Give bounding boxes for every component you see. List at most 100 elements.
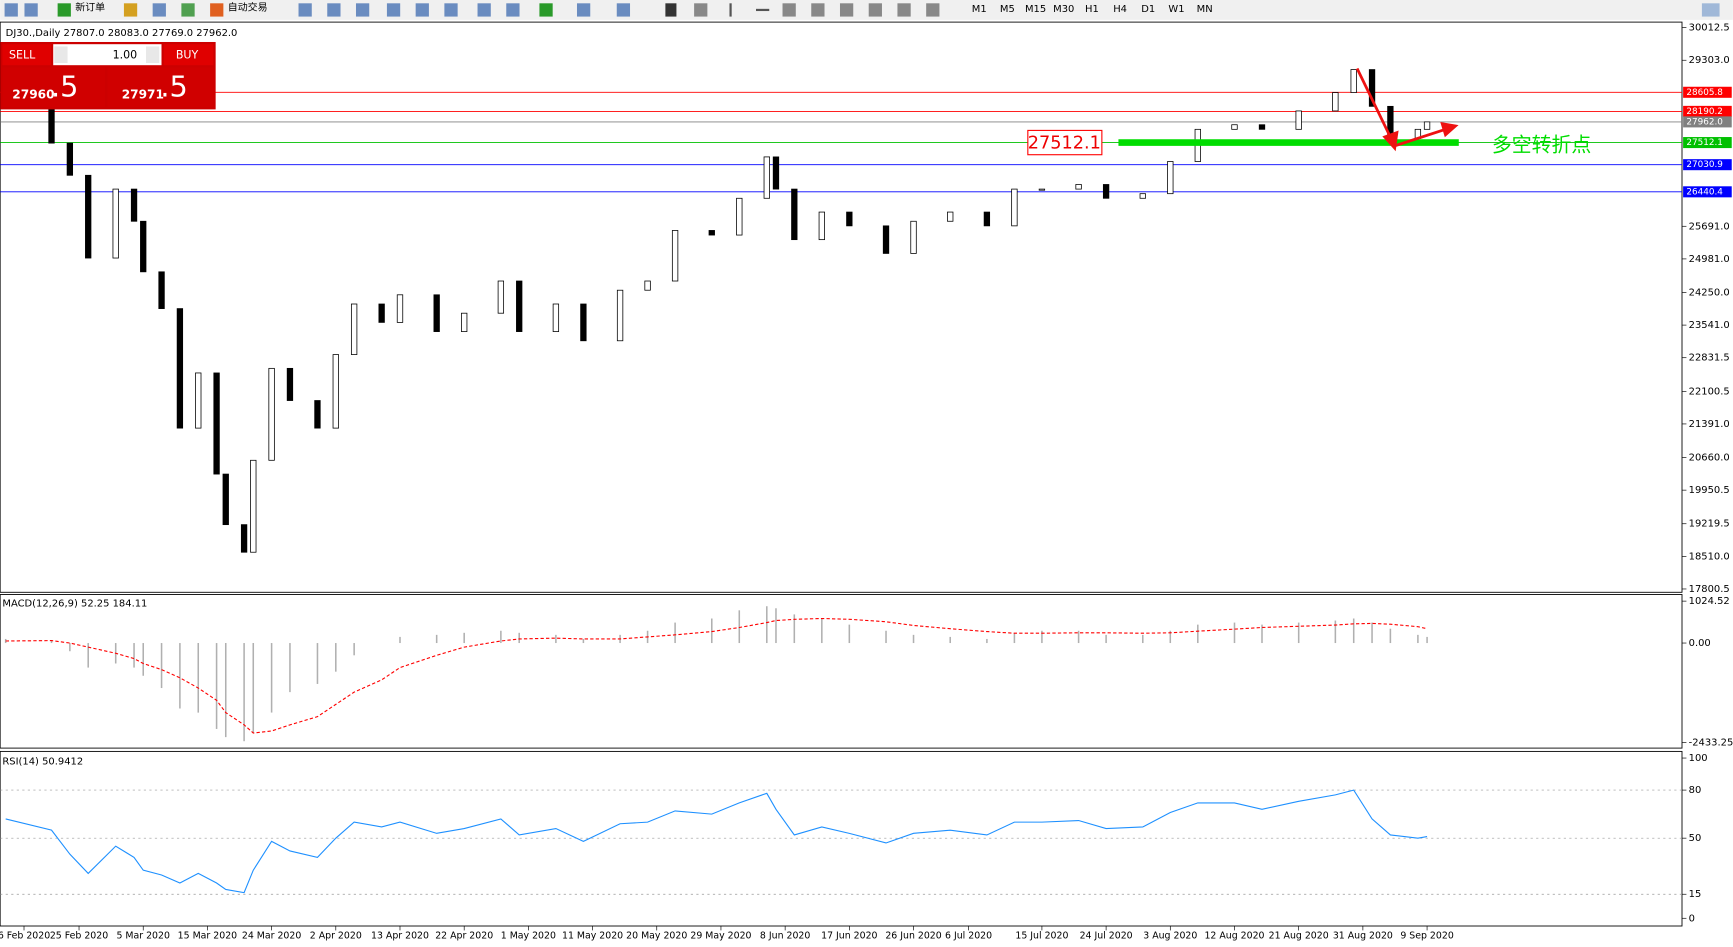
icon[interactable] bbox=[576, 3, 591, 17]
candle bbox=[497, 280, 505, 314]
y-tick-label: 22100.5 bbox=[1689, 386, 1730, 397]
candle bbox=[1368, 69, 1376, 107]
candle bbox=[882, 225, 890, 254]
timeframe-button[interactable]: M15 bbox=[1025, 4, 1046, 15]
x-tick-label: 17 Jun 2020 bbox=[821, 930, 877, 941]
toolbar-button[interactable]: 新订单 bbox=[75, 1, 105, 14]
candle bbox=[947, 211, 954, 222]
candle bbox=[1350, 69, 1357, 93]
candle bbox=[195, 372, 202, 429]
candle bbox=[250, 459, 257, 553]
icon[interactable] bbox=[506, 3, 520, 17]
icon[interactable] bbox=[4, 3, 18, 17]
icon[interactable] bbox=[24, 3, 38, 17]
candle bbox=[1102, 184, 1110, 199]
candle bbox=[1258, 124, 1266, 130]
candle bbox=[983, 211, 991, 227]
icon[interactable] bbox=[327, 3, 341, 17]
timeframe-button[interactable]: W1 bbox=[1168, 4, 1184, 15]
toolbar-icons bbox=[4, 3, 1720, 17]
icon[interactable] bbox=[811, 3, 825, 17]
level-label-box bbox=[1027, 129, 1103, 156]
timeframe-button[interactable]: H1 bbox=[1085, 4, 1099, 15]
icon[interactable] bbox=[729, 3, 732, 17]
volume-up[interactable] bbox=[146, 46, 160, 63]
arrow-down bbox=[1355, 67, 1394, 143]
icon[interactable] bbox=[444, 3, 458, 17]
icon[interactable] bbox=[415, 3, 429, 17]
icon[interactable] bbox=[355, 3, 370, 17]
timeframe-button[interactable]: D1 bbox=[1141, 4, 1155, 15]
buy-button[interactable] bbox=[163, 44, 214, 66]
arrow-up bbox=[1394, 127, 1446, 148]
sell-price-box[interactable] bbox=[2, 67, 106, 108]
icon[interactable] bbox=[782, 3, 796, 17]
icon[interactable] bbox=[386, 3, 401, 17]
icon[interactable] bbox=[897, 3, 911, 17]
sell-price-big[interactable]: .5 bbox=[51, 69, 78, 103]
timeframe-button[interactable]: M30 bbox=[1053, 4, 1074, 15]
volume-input[interactable] bbox=[53, 44, 162, 66]
sell-button[interactable] bbox=[2, 44, 51, 66]
price-tag bbox=[1683, 137, 1732, 149]
x-tick-label: 11 May 2020 bbox=[562, 930, 623, 941]
icon[interactable] bbox=[665, 3, 677, 17]
candle bbox=[350, 303, 358, 355]
candle bbox=[176, 308, 184, 429]
candle bbox=[158, 271, 165, 309]
buy-price[interactable]: 27971 bbox=[122, 88, 164, 102]
candle bbox=[846, 211, 853, 227]
y-tick-label: -2433.25 bbox=[1689, 738, 1733, 749]
candle bbox=[140, 220, 147, 273]
icon[interactable] bbox=[694, 3, 708, 17]
icon[interactable] bbox=[539, 3, 553, 17]
candle bbox=[1038, 188, 1046, 191]
x-tick-label: 15 Mar 2020 bbox=[178, 930, 237, 941]
icon[interactable] bbox=[839, 3, 854, 17]
x-tick-label: 22 Apr 2020 bbox=[435, 930, 493, 941]
price-tag bbox=[1683, 186, 1732, 198]
icon[interactable] bbox=[1701, 3, 1720, 17]
annotation: 多空转折点 bbox=[1492, 133, 1591, 156]
icon[interactable] bbox=[57, 3, 71, 17]
candle bbox=[772, 156, 780, 190]
candle bbox=[66, 142, 74, 176]
timeframe-button[interactable]: M1 bbox=[972, 4, 987, 15]
icon[interactable] bbox=[926, 3, 940, 17]
volume-down[interactable] bbox=[54, 46, 68, 63]
buy-label[interactable]: BUY bbox=[176, 48, 199, 61]
y-tick-label: 50 bbox=[1689, 833, 1702, 844]
sell-label[interactable]: SELL bbox=[9, 48, 36, 61]
timeframe-button[interactable]: H4 bbox=[1113, 4, 1127, 15]
timeframe-button[interactable]: MN bbox=[1197, 4, 1213, 15]
candle bbox=[433, 294, 440, 332]
candle bbox=[332, 354, 339, 429]
icon[interactable] bbox=[298, 3, 312, 17]
y-tick-label: 19219.5 bbox=[1689, 519, 1730, 530]
icon[interactable] bbox=[616, 3, 631, 17]
candle bbox=[516, 280, 523, 332]
icon[interactable] bbox=[152, 3, 166, 17]
buy-price-box[interactable] bbox=[107, 67, 214, 108]
timeframe-button[interactable]: M5 bbox=[1000, 4, 1015, 15]
price-tag bbox=[1683, 86, 1732, 98]
x-tick-label: 25 Feb 2020 bbox=[50, 930, 108, 941]
buy-price-big[interactable]: .5 bbox=[160, 69, 187, 103]
icon[interactable] bbox=[181, 3, 195, 17]
candle bbox=[1423, 121, 1431, 130]
y-tick-label: 25691.0 bbox=[1689, 221, 1730, 232]
y-tick-label: 0 bbox=[1689, 913, 1695, 924]
icon[interactable] bbox=[755, 8, 770, 12]
icon[interactable] bbox=[477, 3, 491, 17]
volume-value[interactable]: 1.00 bbox=[113, 48, 138, 61]
candle bbox=[671, 230, 679, 282]
icon[interactable] bbox=[123, 3, 138, 17]
x-tick-label: 5 Mar 2020 bbox=[116, 930, 170, 941]
icon[interactable] bbox=[210, 3, 224, 17]
price-tag-label: 28190.2 bbox=[1686, 107, 1723, 117]
sell-price[interactable]: 27960 bbox=[12, 88, 54, 102]
toolbar-button[interactable]: 自动交易 bbox=[228, 1, 268, 14]
icon[interactable] bbox=[868, 3, 882, 17]
